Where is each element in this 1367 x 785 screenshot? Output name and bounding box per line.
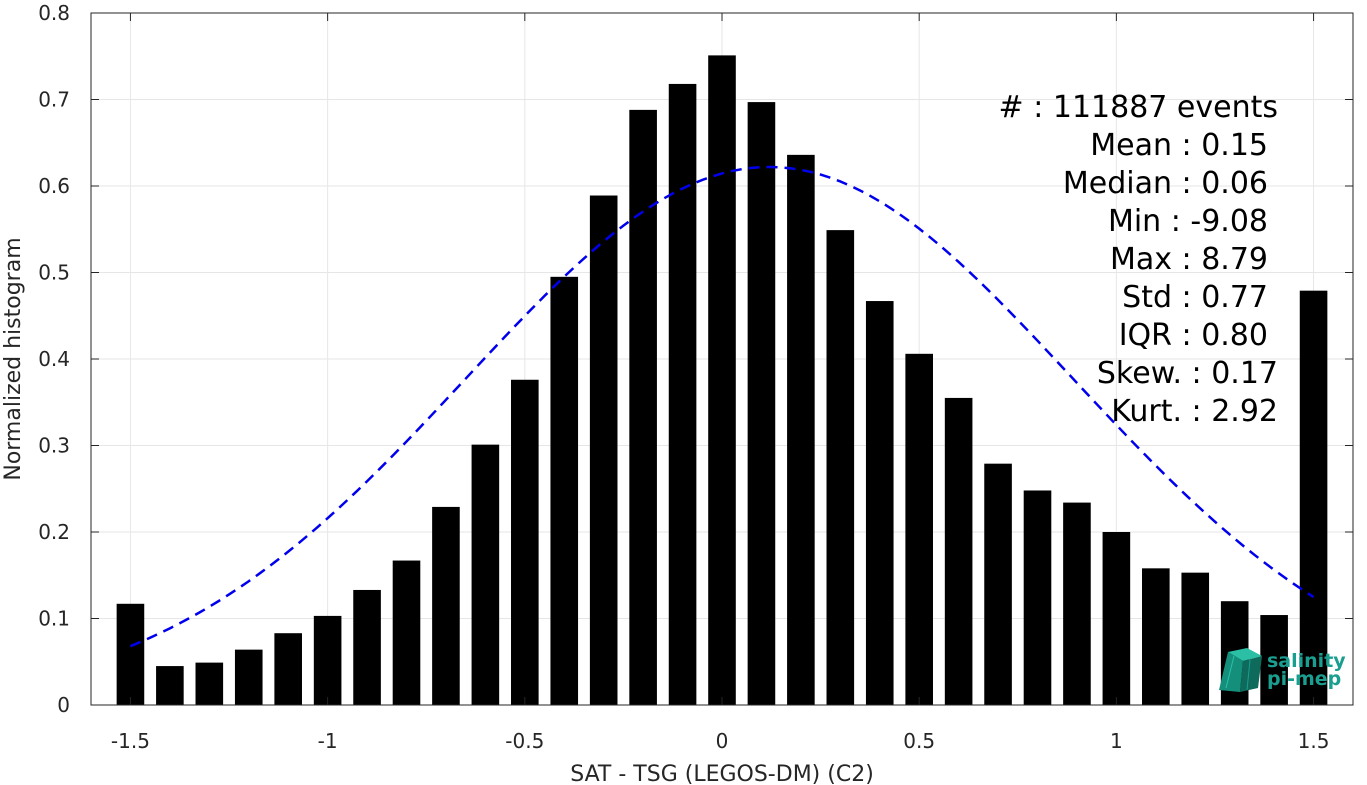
- logo-text-pimep: pi-mep: [1267, 668, 1341, 690]
- y-tick-label: 0.7: [38, 88, 70, 112]
- axis-ticks: -1.5 -1 -0.5 0 0.5 1 1.5 0 0.1 0.2 0.3 0.4 0.5 0.6 0.7…: [38, 1, 1353, 753]
- bar: [944, 397, 973, 705]
- bar: [1142, 568, 1170, 705]
- y-axis-title: Normalized histogram: [1, 237, 26, 480]
- y-tick-label: 0.3: [38, 434, 70, 458]
- fit-curve: [129, 165, 1315, 648]
- bar: [195, 662, 224, 705]
- bar: [471, 444, 500, 705]
- bar: [865, 301, 894, 705]
- stats-row: Min : -9.08: [1108, 204, 1268, 239]
- bar: [1181, 572, 1210, 705]
- stats-count-label: # :: [999, 90, 1044, 125]
- stats-count-value: 111887 events: [1053, 90, 1278, 125]
- stats-count: # : 111887 events: [999, 90, 1278, 125]
- bar: [1102, 532, 1131, 705]
- y-tick-label: 0: [57, 693, 70, 717]
- bar: [1063, 502, 1091, 705]
- stats-row: Max : 8.79: [1110, 242, 1268, 277]
- bar: [668, 83, 697, 706]
- stats-row: Kurt. : 2.92: [1111, 394, 1278, 429]
- y-tick-label: 0.6: [38, 174, 70, 198]
- stats-row: Skew. : 0.17: [1097, 356, 1278, 391]
- bar: [1023, 490, 1052, 705]
- logo-cube-icon: [1219, 648, 1262, 692]
- stats-row: Std : 0.77: [1122, 280, 1268, 315]
- y-tick-label: 0.8: [38, 1, 70, 25]
- bar: [1260, 615, 1288, 705]
- bar: [787, 154, 815, 706]
- bar: [629, 109, 657, 705]
- bar: [234, 649, 263, 705]
- bar: [589, 195, 618, 705]
- bar: [116, 603, 145, 705]
- x-axis-title: SAT - TSG (LEGOS-DM) (C2): [570, 762, 874, 785]
- y-tick-label: 0.2: [38, 520, 70, 544]
- bar: [1299, 290, 1328, 705]
- bar: [708, 55, 736, 705]
- y-tick-label: 0.1: [38, 607, 70, 631]
- stats-row: Median : 0.06: [1063, 166, 1268, 201]
- salinity-logo: salinity pi-mep: [1219, 648, 1346, 692]
- bar: [511, 379, 539, 705]
- x-tick-label: -1: [318, 729, 338, 753]
- y-tick-label: 0.4: [38, 347, 70, 371]
- bar: [432, 506, 460, 705]
- bar: [313, 615, 342, 705]
- x-tick-label: 0: [716, 729, 729, 753]
- y-tick-label: 0.5: [38, 261, 70, 285]
- bar: [353, 589, 381, 705]
- x-tick-label: -1.5: [111, 729, 150, 753]
- bar: [984, 463, 1012, 705]
- bar: [156, 666, 184, 705]
- x-tick-label: 1: [1110, 729, 1123, 753]
- bar: [550, 276, 579, 705]
- bar: [905, 353, 933, 705]
- bar: [392, 560, 421, 705]
- x-tick-label: 0.5: [903, 729, 935, 753]
- stats-row: Mean : 0.15: [1090, 128, 1268, 163]
- stats-row: IQR : 0.80: [1119, 318, 1268, 353]
- bar-series: [116, 55, 1328, 706]
- bar: [826, 230, 855, 706]
- bar: [747, 102, 776, 706]
- x-tick-label: -0.5: [505, 729, 544, 753]
- bar: [274, 633, 302, 705]
- x-tick-label: 1.5: [1298, 729, 1330, 753]
- logo-text-salinity: salinity: [1267, 650, 1346, 672]
